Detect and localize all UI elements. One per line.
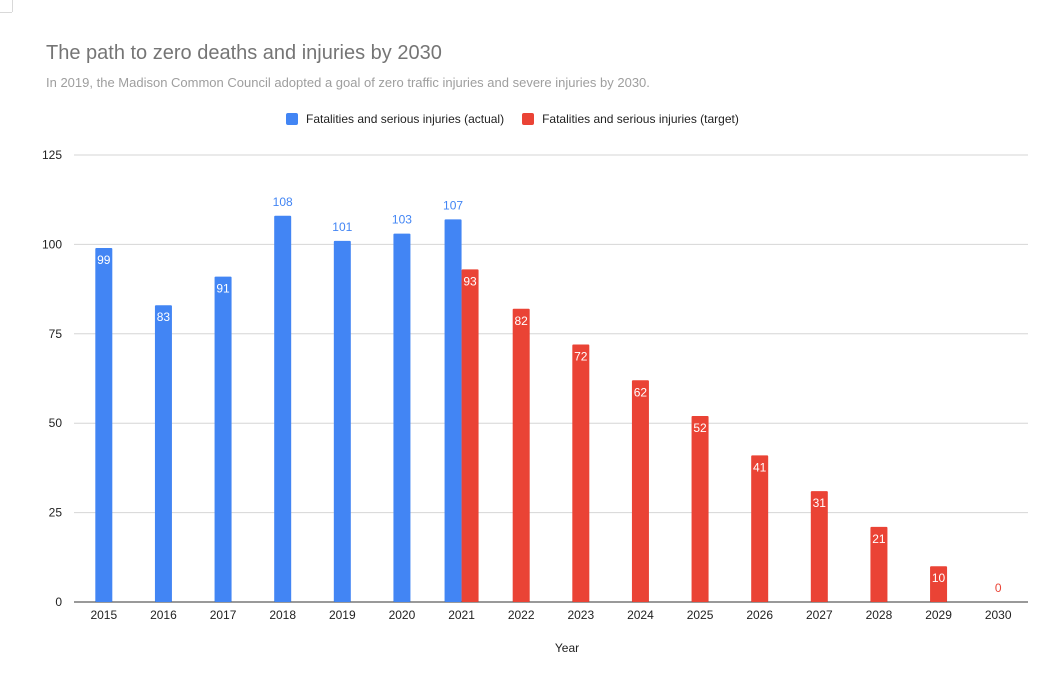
bar-target-2025 xyxy=(691,416,709,602)
bar-actual-2016 xyxy=(154,305,172,602)
legend-swatch-target xyxy=(522,113,535,125)
x-tick-label: 2027 xyxy=(806,608,833,622)
data-label-target-2023: 72 xyxy=(574,350,588,364)
bar-target-2026 xyxy=(751,455,769,602)
bar-actual-2015 xyxy=(95,247,113,602)
bar-target-2027 xyxy=(810,491,828,602)
legend-label-target: Fatalities and serious injuries (target) xyxy=(542,112,739,126)
bar-actual-2018 xyxy=(274,215,292,603)
bar-actual-2017 xyxy=(214,276,232,602)
x-tick-label: 2022 xyxy=(508,608,535,622)
data-label-target-2024: 62 xyxy=(634,385,648,399)
x-tick-label: 2017 xyxy=(210,608,237,622)
x-tick-label: 2021 xyxy=(448,608,475,622)
x-axis-title: Year xyxy=(555,641,579,655)
chart-title: The path to zero deaths and injuries by … xyxy=(46,42,442,64)
legend-item-target[interactable]: Fatalities and serious injuries (target) xyxy=(522,112,739,126)
data-label-target-2027: 31 xyxy=(813,496,827,510)
x-tick-label: 2020 xyxy=(389,608,416,622)
bar-target-2029 xyxy=(930,566,948,602)
data-label-target-2028: 21 xyxy=(872,532,886,546)
data-label-target-2029: 10 xyxy=(932,571,946,585)
data-label-target-2021: 93 xyxy=(463,274,477,288)
data-label-actual-2016: 83 xyxy=(157,310,171,324)
bar-target-2028 xyxy=(870,526,888,602)
bar-target-2022 xyxy=(512,308,530,602)
data-label-target-2022: 82 xyxy=(515,314,529,328)
data-label-target-2030: 0 xyxy=(995,581,1002,595)
x-tick-label: 2025 xyxy=(687,608,714,622)
y-tick-label: 25 xyxy=(49,506,63,520)
data-label-actual-2020: 103 xyxy=(392,213,412,227)
x-tick-label: 2029 xyxy=(925,608,952,622)
bar-actual-2021 xyxy=(444,219,462,603)
bar-actual-2019 xyxy=(333,240,351,602)
x-tick-label: 2023 xyxy=(567,608,594,622)
x-tick-label: 2019 xyxy=(329,608,356,622)
x-tick-label: 2030 xyxy=(985,608,1012,622)
y-tick-label: 0 xyxy=(55,595,62,609)
y-tick-label: 100 xyxy=(42,237,62,251)
legend-item-actual[interactable]: Fatalities and serious injuries (actual) xyxy=(286,112,504,126)
data-label-actual-2018: 108 xyxy=(273,195,293,209)
legend-label-actual: Fatalities and serious injuries (actual) xyxy=(306,112,505,126)
x-tick-label: 2024 xyxy=(627,608,654,622)
x-tick-label: 2028 xyxy=(866,608,893,622)
bar-target-2024 xyxy=(631,380,649,602)
y-tick-label: 125 xyxy=(42,148,62,162)
bar-actual-2020 xyxy=(393,233,411,602)
y-tick-label: 50 xyxy=(49,416,63,430)
x-tick-label: 2016 xyxy=(150,608,177,622)
bar-target-2023 xyxy=(572,344,590,602)
data-label-actual-2015: 99 xyxy=(97,253,111,267)
chart-legend: Fatalities and serious injuries (actual)… xyxy=(286,112,739,126)
data-label-actual-2021: 107 xyxy=(443,198,463,212)
data-label-target-2025: 52 xyxy=(693,421,707,435)
y-tick-label: 75 xyxy=(49,327,63,341)
data-label-actual-2017: 91 xyxy=(216,282,230,296)
legend-swatch-actual xyxy=(286,113,298,125)
bar-target-2021 xyxy=(461,269,479,602)
data-label-actual-2019: 101 xyxy=(332,220,352,234)
data-label-target-2026: 41 xyxy=(753,460,767,474)
chart-container[interactable]: The path to zero deaths and injuries by … xyxy=(12,12,1054,688)
x-tick-label: 2015 xyxy=(90,608,117,622)
x-tick-label: 2026 xyxy=(746,608,773,622)
x-tick-label: 2018 xyxy=(269,608,296,622)
chart-subtitle: In 2019, the Madison Common Council adop… xyxy=(46,75,650,90)
